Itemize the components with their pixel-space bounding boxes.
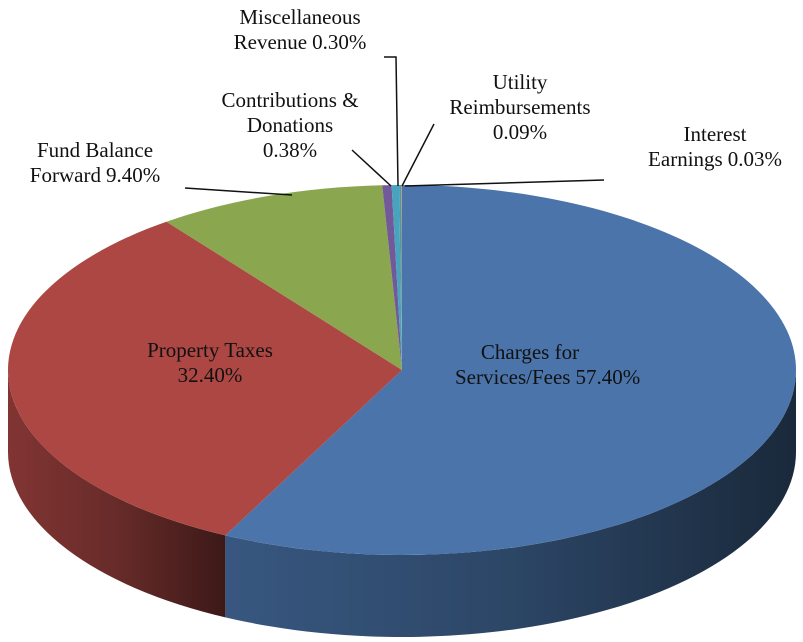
pie-slice	[7, 221, 403, 536]
value-label: 32.40%	[177, 363, 243, 387]
value-label: 57.40%	[575, 365, 641, 389]
pie-slice	[399, 185, 402, 370]
pie-slice	[166, 185, 402, 370]
leader-line	[184, 187, 293, 196]
leader-line	[384, 56, 399, 187]
data-label: Charges for Services/Fees 57.40%	[455, 340, 640, 390]
value-label: 9.40%	[105, 163, 161, 187]
data-label: Miscellaneous Revenue 0.30%	[200, 5, 400, 55]
data-label: Utility Reimbursements 0.09%	[430, 70, 610, 145]
category-label: Fund Balance Forward	[29, 138, 154, 187]
value-label: 0.09%	[492, 120, 548, 144]
value-label: 0.38%	[262, 138, 318, 162]
category-label: Property Taxes	[147, 338, 273, 362]
value-label: 0.30%	[312, 30, 367, 54]
pie-slice-side	[8, 370, 226, 618]
data-label: Fund Balance Forward 9.40%	[10, 138, 180, 188]
pie-slice-side	[225, 370, 796, 637]
pie-slice	[391, 185, 402, 370]
data-label: Contributions & Donations 0.38%	[210, 88, 370, 163]
value-label: 0.03%	[727, 147, 782, 171]
leader-line	[401, 123, 435, 187]
category-label: Utility Reimbursements	[449, 70, 591, 119]
category-label: Contributions & Donations	[221, 88, 359, 137]
data-label: Interest Earnings 0.03%	[645, 122, 785, 172]
leader-line	[404, 179, 605, 187]
category-label: Charges for Services/Fees	[455, 340, 580, 389]
pie-slice	[401, 185, 402, 370]
pie-slice	[225, 185, 796, 555]
category-label: Miscellaneous Revenue	[233, 5, 361, 54]
pie-slice	[382, 185, 402, 370]
category-label: Interest Earnings	[648, 122, 747, 171]
leader-line	[351, 149, 392, 187]
data-label: Property Taxes 32.40%	[130, 338, 290, 388]
